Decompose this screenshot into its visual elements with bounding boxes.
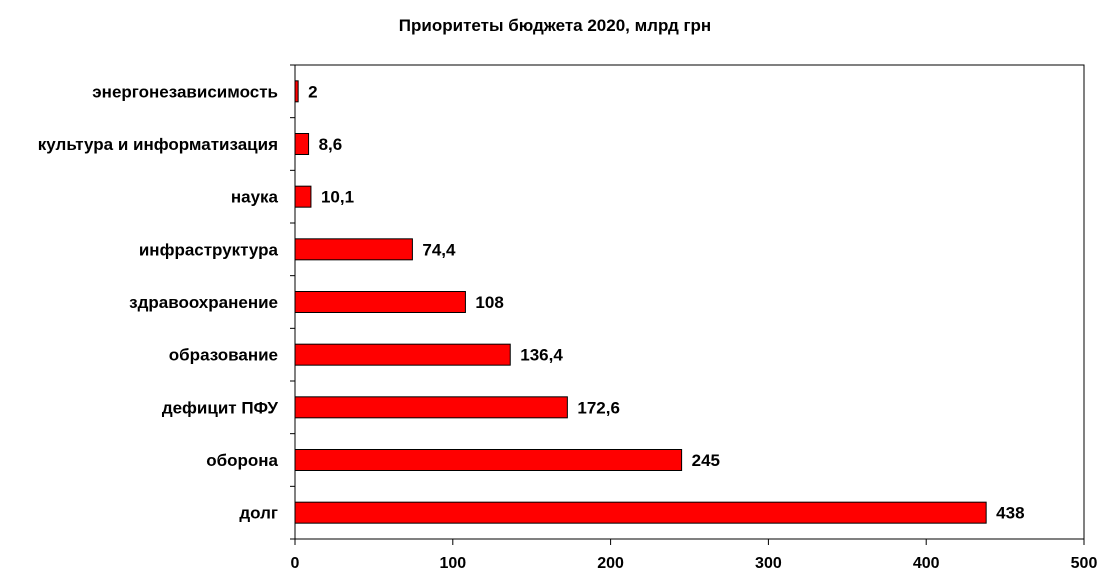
category-label: энергонезависимость	[92, 82, 278, 101]
category-label: инфраструктура	[139, 240, 279, 259]
bars-group: 2 8,6 10,1 74,4 108 136,4 172,6 245 438	[294, 80, 1025, 524]
bar	[294, 501, 987, 524]
x-tick-label: 300	[755, 555, 782, 572]
data-label: 74,4	[422, 240, 456, 259]
bar	[294, 291, 466, 313]
bar	[294, 238, 413, 261]
data-label: 2	[308, 82, 317, 101]
bar	[294, 343, 511, 366]
category-label: здравоохранение	[129, 293, 278, 312]
data-label: 245	[692, 451, 720, 470]
x-tick-label: 100	[439, 555, 466, 572]
x-tick-label: 500	[1071, 555, 1098, 572]
x-tick-label: 0	[291, 555, 300, 572]
bar	[294, 449, 683, 471]
bar	[294, 133, 310, 155]
category-label: дефицит ПФУ	[162, 398, 279, 417]
category-label: долг	[239, 504, 278, 523]
category-label: культура и информатизация	[38, 135, 278, 154]
data-label: 438	[996, 504, 1024, 523]
category-label: образование	[169, 346, 278, 365]
data-label: 136,4	[520, 346, 563, 365]
data-label: 10,1	[321, 188, 354, 207]
x-axis: энергонезависимость культура и информатиз…	[38, 64, 1098, 572]
bar	[294, 396, 568, 419]
x-tick-label: 200	[597, 555, 624, 572]
x-tick-label: 400	[913, 555, 940, 572]
chart-title: Приоритеты бюджета 2020, млрд грн	[399, 16, 711, 35]
category-label: оборона	[206, 451, 278, 470]
bar	[294, 185, 312, 208]
data-label: 8,6	[319, 135, 343, 154]
category-label: наука	[231, 188, 279, 207]
data-label: 108	[475, 293, 503, 312]
data-label: 172,6	[577, 398, 620, 417]
